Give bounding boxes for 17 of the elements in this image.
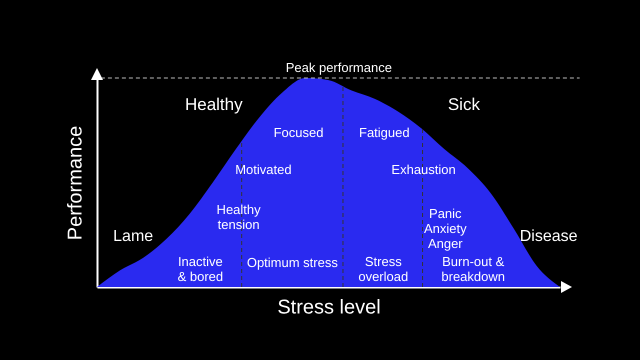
annotation: Healthy tension [216,202,262,232]
annotation: Stress overload [358,254,408,284]
annotation: Panic Anxiety Anger [424,206,468,251]
annotation: Inactive & bored [178,254,224,284]
annotation: Optimum stress [246,255,338,270]
annotation: Fatigued [359,125,410,140]
annotation: Burn-out & breakdown [441,254,505,284]
annotation: Sick [448,95,480,114]
annotation: Healthy [184,95,244,114]
annotation: Focused [274,125,324,140]
x-axis-title: Stress level [277,296,381,318]
ref-line-label: Peak performance [286,60,392,75]
annotation: Exhaustion [391,162,456,177]
annotation: Disease [520,228,578,245]
annotation: Lame [113,228,154,245]
y-axis-title: Performance [64,126,86,240]
annotation: Motivated [235,162,292,177]
